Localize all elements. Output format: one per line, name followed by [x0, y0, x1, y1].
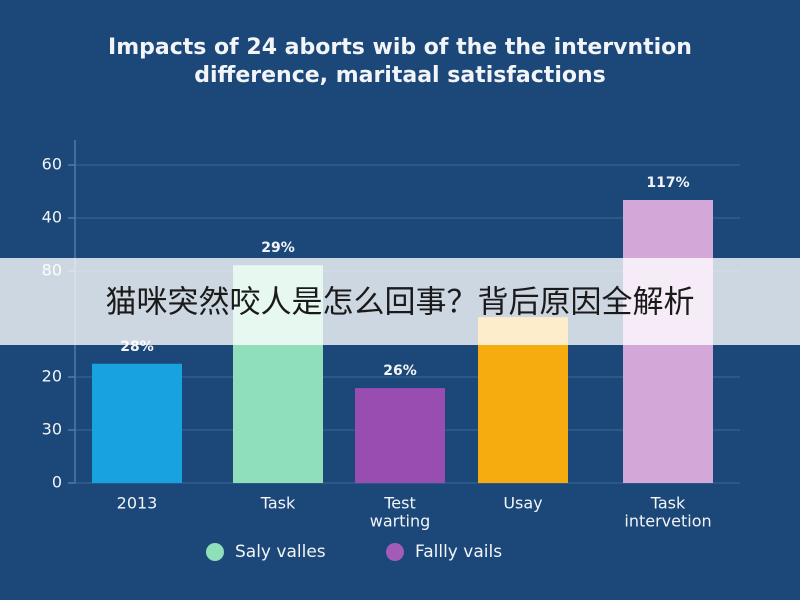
x-tick-label: Task: [650, 494, 686, 513]
x-tick-label: 2013: [117, 494, 158, 513]
chart-title: difference, maritaal satisfactions: [194, 63, 606, 88]
bar: [355, 388, 445, 483]
chart-title: Impacts of 24 aborts wib of the the inte…: [108, 35, 692, 60]
bar: [92, 363, 182, 483]
banner-text: 猫咪突然咬人是怎么回事？背后原因全解析: [106, 285, 695, 321]
y-tick-label: 0: [52, 473, 62, 492]
legend-swatch: [386, 543, 404, 561]
x-tick-label: intervetion: [624, 512, 711, 531]
legend-swatch: [206, 543, 224, 561]
x-tick-label: warting: [370, 512, 430, 531]
bar-label: 29%: [261, 240, 295, 256]
x-tick-label: Usay: [503, 494, 542, 513]
y-tick-label: 60: [42, 155, 62, 174]
legend-label: Fallly vails: [415, 542, 502, 562]
y-tick-label: 20: [42, 367, 62, 386]
legend-label: Saly valles: [235, 542, 326, 562]
x-tick-label: Task: [260, 494, 296, 513]
bar-label: 26%: [383, 363, 417, 379]
banner: [0, 258, 800, 345]
y-tick-label: 30: [42, 420, 62, 439]
bar-label: 117%: [646, 175, 689, 191]
y-tick-label: 40: [42, 208, 62, 227]
x-tick-label: Test: [383, 494, 416, 513]
